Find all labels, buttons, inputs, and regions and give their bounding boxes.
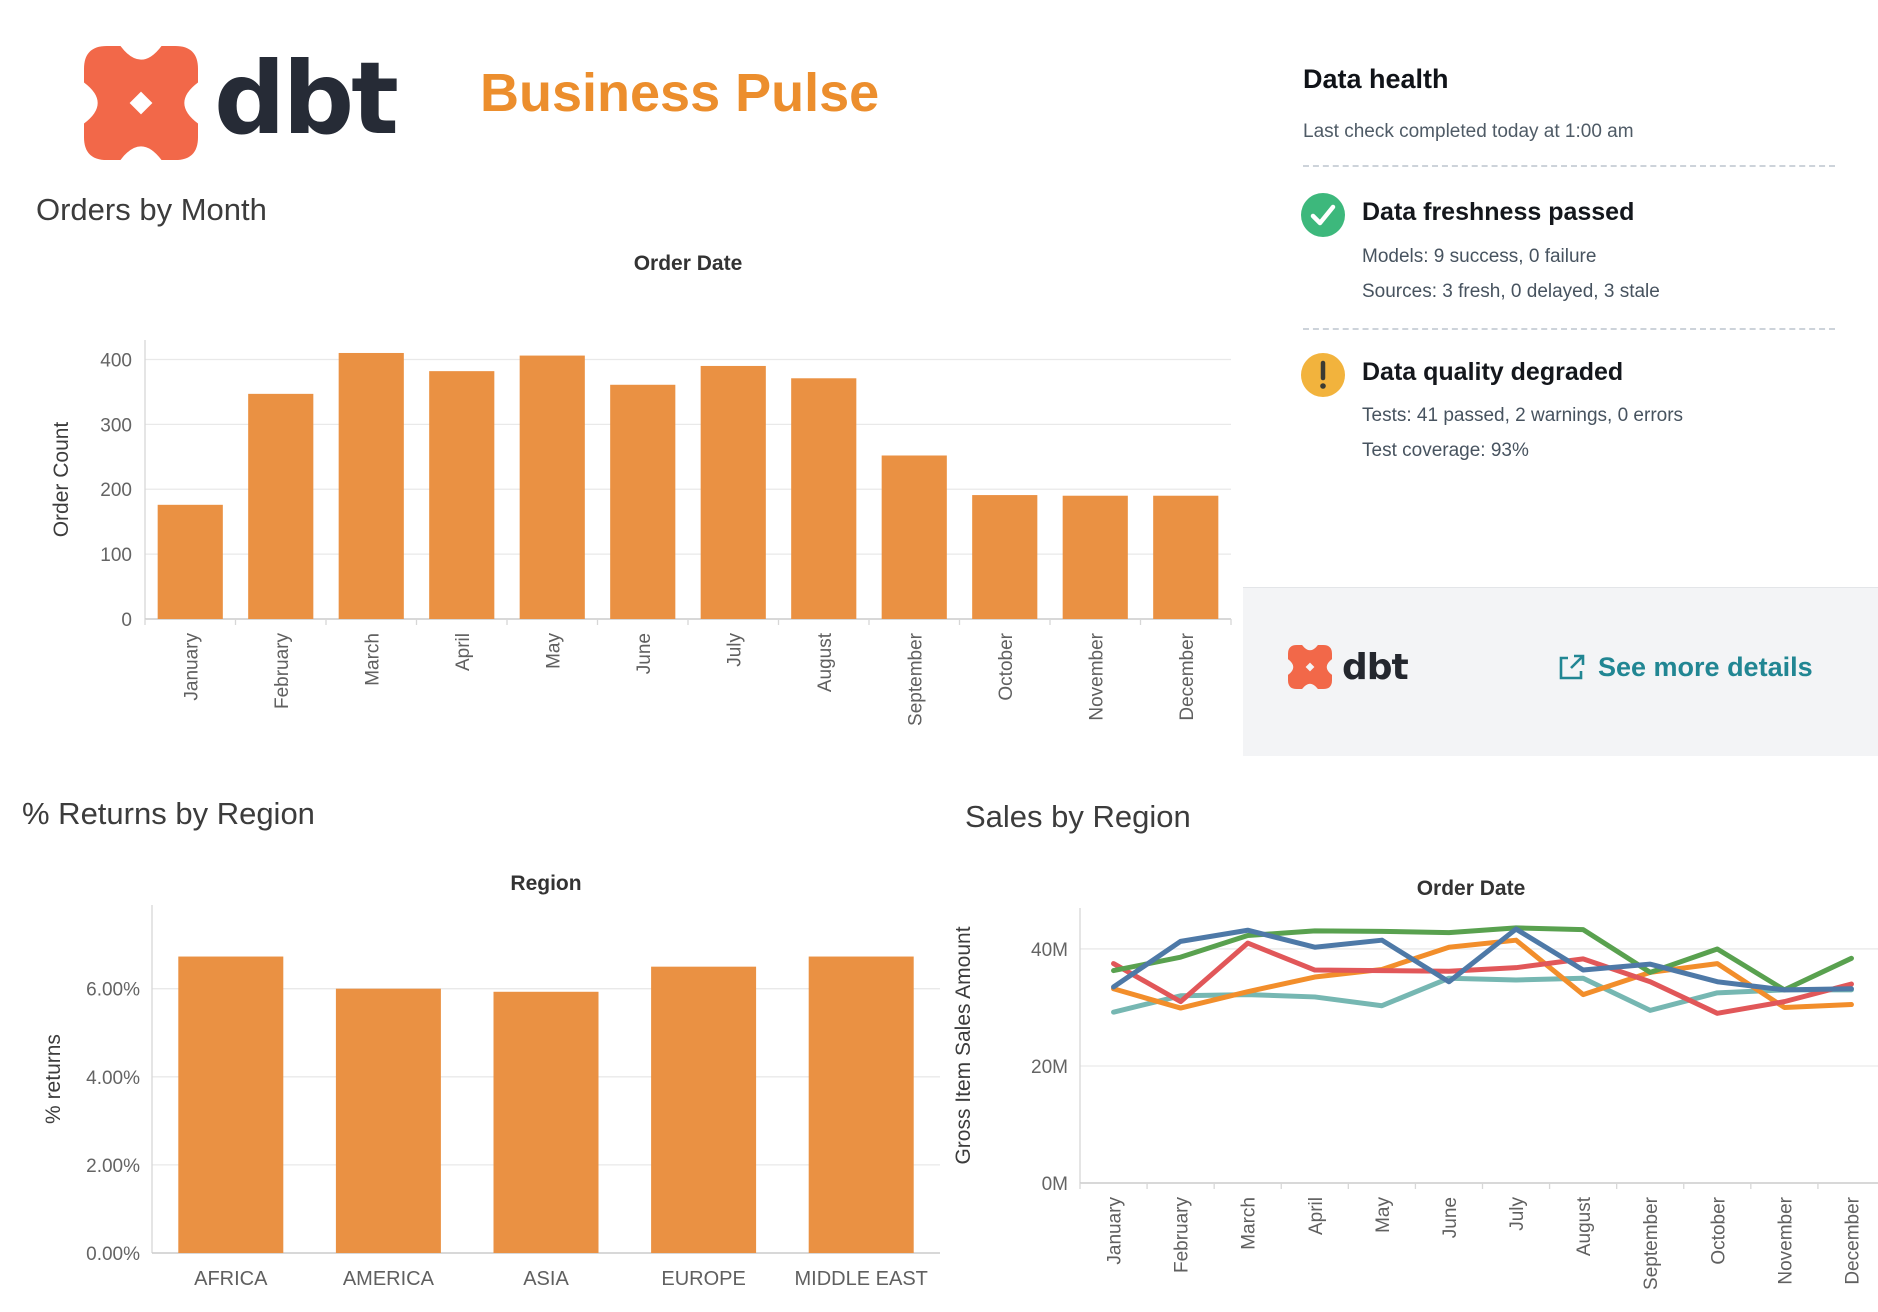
x-tick-label: April <box>453 633 474 671</box>
x-tick-label: November <box>1775 1196 1796 1284</box>
returns-by-region-chart[interactable]: 0.00% 2.00% 4.00% 6.00% Region % returns AFRIC… <box>0 855 960 1312</box>
bar-july[interactable] <box>700 365 766 619</box>
y-tick-label: 4.00% <box>86 1068 140 1089</box>
bar-march[interactable] <box>338 352 404 619</box>
orders-by-month-title: Orders by Month <box>36 192 267 227</box>
y-tick-label: 0 <box>121 610 132 631</box>
bar-middle-east[interactable] <box>808 956 914 1253</box>
x-tick-label: ASIA <box>523 1268 569 1290</box>
dbt-logo-icon <box>84 46 198 165</box>
line-red[interactable] <box>1111 940 1854 1016</box>
freshness-models-line: Models: 9 success, 0 failure <box>1362 246 1597 267</box>
bar-april[interactable] <box>429 371 495 619</box>
bar-september[interactable] <box>881 455 947 619</box>
x-tick-label: AMERICA <box>343 1268 435 1290</box>
pane-title: Order Date <box>634 252 743 275</box>
x-tick-label: June <box>634 633 655 674</box>
sales-by-region-title: Sales by Region <box>965 799 1191 834</box>
x-tick-label: March <box>1239 1197 1260 1250</box>
x-tick-label: November <box>1086 632 1107 720</box>
y-tick-label: 0.00% <box>86 1244 140 1265</box>
dbt-wordmark: dbt <box>214 40 399 157</box>
x-tick-label: AFRICA <box>194 1268 268 1290</box>
see-more-details-link[interactable]: See more details <box>1556 640 1813 694</box>
page-title: Business Pulse <box>480 63 880 123</box>
quality-tests-line: Tests: 41 passed, 2 warnings, 0 errors <box>1362 405 1684 426</box>
data-health-subtitle: Last check completed today at 1:00 am <box>1303 121 1634 142</box>
dbt-footer-wordmark: dbt <box>1342 646 1409 688</box>
x-tick-label: October <box>1708 1196 1729 1264</box>
freshness-sources-line: Sources: 3 fresh, 0 delayed, 3 stale <box>1362 281 1660 302</box>
see-more-details-label: See more details <box>1598 651 1813 682</box>
bar-america[interactable] <box>335 988 441 1253</box>
bar-may[interactable] <box>519 355 585 619</box>
x-tick-label: August <box>815 632 836 692</box>
x-tick-label: June <box>1440 1197 1461 1238</box>
y-tick-label: 6.00% <box>86 980 140 1001</box>
bar-february[interactable] <box>248 393 314 619</box>
x-tick-label: February <box>1172 1197 1193 1274</box>
x-tick-label: MIDDLE EAST <box>795 1268 928 1290</box>
x-tick-label: July <box>724 633 745 667</box>
x-tick-label: July <box>1507 1197 1528 1231</box>
y-tick-label: 400 <box>100 350 132 371</box>
sales-by-region-chart[interactable]: 0M 20M 40M Order Date Gross Item Sales Amoun… <box>940 860 1878 1312</box>
bar-africa[interactable] <box>178 956 284 1253</box>
pane-title: Order Date <box>1417 877 1526 900</box>
x-tick-label: March <box>362 633 383 686</box>
x-tick-label: EUROPE <box>661 1268 745 1290</box>
bar-august[interactable] <box>791 378 857 619</box>
y-tick-label: 2.00% <box>86 1156 140 1177</box>
bar-december[interactable] <box>1153 495 1219 619</box>
orders-by-month-chart[interactable]: 0 100 200 300 400 Order Date Order Count Januar… <box>0 240 1260 790</box>
divider <box>1303 328 1835 330</box>
external-link-icon <box>1556 652 1586 682</box>
y-tick-label: 0M <box>1042 1174 1068 1195</box>
x-tick-label: January <box>1105 1197 1126 1265</box>
y-tick-label: 300 <box>100 415 132 436</box>
x-tick-label: September <box>1641 1196 1662 1290</box>
bar-january[interactable] <box>157 504 223 619</box>
quality-coverage-line: Test coverage: 93% <box>1362 440 1529 461</box>
y-tick-label: 100 <box>100 545 132 566</box>
check-icon <box>1300 192 1346 243</box>
x-tick-label: February <box>272 633 293 710</box>
divider <box>1303 165 1835 167</box>
x-tick-label: April <box>1306 1197 1327 1235</box>
bar-june[interactable] <box>610 384 676 619</box>
line-green[interactable] <box>1111 925 1854 993</box>
dbt-footer-logo-icon <box>1288 645 1332 689</box>
y-axis-title: % returns <box>42 1034 65 1124</box>
x-tick-label: September <box>905 632 926 726</box>
y-axis-title: Gross Item Sales Amount <box>952 926 975 1164</box>
returns-by-region-title: % Returns by Region <box>22 796 315 831</box>
x-tick-label: May <box>1373 1197 1394 1233</box>
bar-november[interactable] <box>1062 495 1128 619</box>
x-tick-label: December <box>1842 1196 1863 1284</box>
y-tick-label: 40M <box>1031 940 1068 961</box>
x-tick-label: May <box>543 633 564 669</box>
x-tick-label: August <box>1574 1196 1595 1256</box>
bar-october[interactable] <box>972 495 1038 619</box>
freshness-status-title: Data freshness passed <box>1362 198 1635 226</box>
y-tick-label: 20M <box>1031 1057 1068 1078</box>
line-orange[interactable] <box>1111 937 1854 1011</box>
quality-status-title: Data quality degraded <box>1362 358 1624 386</box>
warning-icon <box>1300 352 1346 403</box>
bar-europe[interactable] <box>651 966 757 1253</box>
pane-title: Region <box>510 872 581 895</box>
x-tick-label: October <box>996 632 1017 700</box>
y-axis-title: Order Count <box>50 422 73 538</box>
x-tick-label: January <box>181 633 202 701</box>
data-health-title: Data health <box>1303 64 1449 94</box>
y-tick-label: 200 <box>100 480 132 501</box>
x-tick-label: December <box>1177 632 1198 720</box>
bar-asia[interactable] <box>493 991 599 1253</box>
line-blue[interactable] <box>1111 926 1854 993</box>
